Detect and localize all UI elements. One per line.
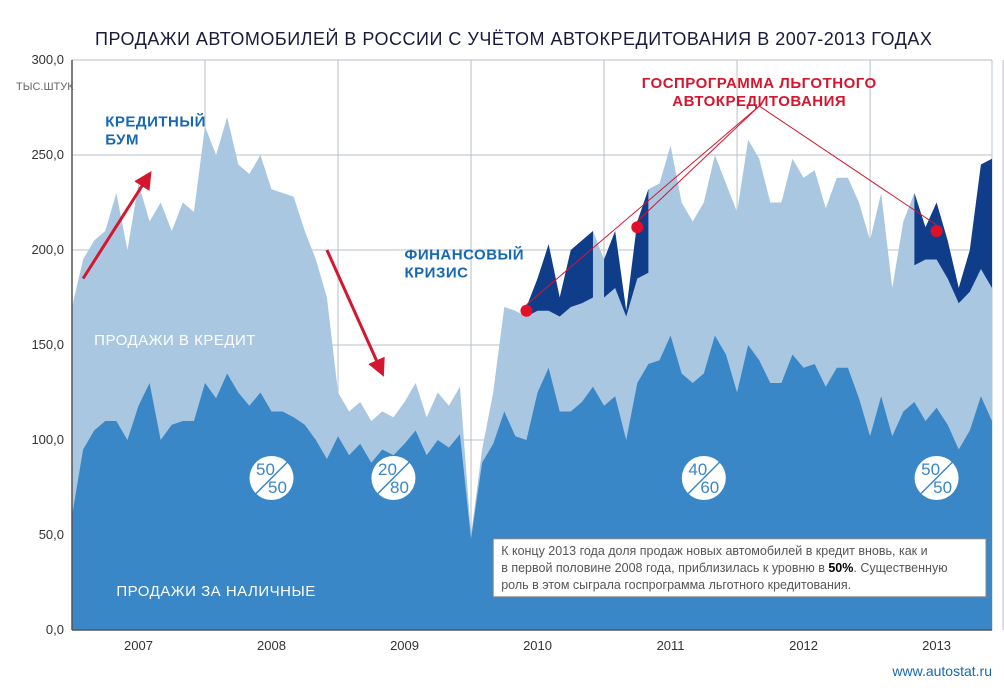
annot-gov-program: ГОСПРОГРАММА ЛЬГОТНОГОАВТОКРЕДИТОВАНИЯ — [642, 75, 877, 110]
note-line3: роль в этом сыграла госпрограмма льготно… — [501, 578, 851, 592]
ratio-bottom: 50 — [268, 478, 287, 497]
ratio-top: 50 — [256, 460, 275, 479]
svg-text:ПРОДАЖИ АВТОМОБИЛЕЙ В РОССИИ С: ПРОДАЖИ АВТОМОБИЛЕЙ В РОССИИ С УЧЁТОМ АВ… — [95, 28, 932, 49]
y-tick-label: 150,0 — [31, 337, 64, 352]
ratio-bottom: 60 — [700, 478, 719, 497]
y-tick-label: 0,0 — [46, 622, 64, 637]
chart-title-main: ПРОДАЖИ АВТОМОБИЛЕЙ В РОССИИ С УЧЁТОМ АВ… — [95, 28, 752, 49]
ratio-top: 20 — [378, 460, 397, 479]
y-tick-label: 300,0 — [31, 52, 64, 67]
arrow-crisis — [327, 250, 382, 374]
x-tick-label: 2012 — [789, 638, 818, 653]
annot-crisis: ФИНАНСОВЫЙКРИЗИС — [405, 246, 525, 282]
y-tick-label: 250,0 — [31, 147, 64, 162]
x-tick-label: 2010 — [523, 638, 552, 653]
gov-marker-dot — [931, 225, 943, 237]
x-tick-label: 2011 — [657, 638, 685, 653]
y-tick-label: 100,0 — [31, 432, 64, 447]
footer-link[interactable]: www.autostat.ru — [891, 663, 992, 679]
chart-title-sub: В 2007-2013 ГОДАХ — [757, 29, 932, 49]
y-tick-label: 50,0 — [39, 527, 64, 542]
annot-credit-boom: КРЕДИТНЫЙБУМ — [105, 113, 206, 149]
x-tick-label: 2007 — [124, 638, 153, 653]
x-tick-label: 2013 — [922, 638, 951, 653]
note-line2: в первой половине 2008 года, приблизилас… — [501, 561, 947, 575]
ratio-top: 50 — [921, 460, 940, 479]
gov-marker-dot — [631, 221, 643, 233]
x-tick-label: 2008 — [257, 638, 286, 653]
chart-area: 0,0 50,0 100,0 150,0 200,0 250,0 300,0 2007 2008… — [16, 52, 1003, 653]
note-line1: К концу 2013 года доля продаж новых авто… — [501, 544, 927, 558]
gov-marker-dot — [520, 305, 532, 317]
y-axis-label: ТЫС.ШТУК — [16, 81, 74, 93]
series-label-credit: ПРОДАЖИ В КРЕДИТ — [94, 332, 256, 349]
ratio-bottom: 80 — [390, 478, 409, 497]
x-tick-label: 2009 — [390, 638, 419, 653]
ratio-bottom: 50 — [933, 478, 952, 497]
y-tick-label: 200,0 — [31, 242, 64, 257]
ratio-top: 40 — [688, 460, 707, 479]
series-label-cash: ПРОДАЖИ ЗА НАЛИЧНЫЕ — [116, 583, 315, 600]
